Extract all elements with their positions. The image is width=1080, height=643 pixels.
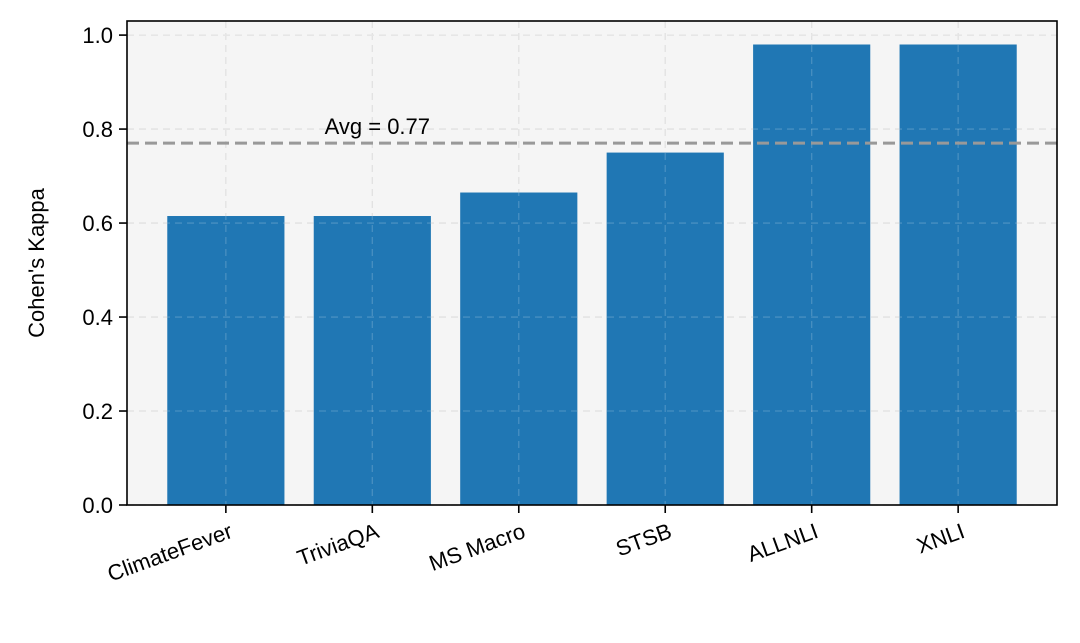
y-tick-label: 0.8 xyxy=(82,117,113,142)
x-tick-label: XNLI xyxy=(913,518,968,558)
bar-allnli xyxy=(753,44,871,505)
y-axis: 0.0 0.2 0.4 0.6 0.8 1.0 xyxy=(82,23,127,518)
x-tick-label: STSB xyxy=(612,518,675,561)
bar-triviaqa xyxy=(313,216,431,505)
bar-xnli xyxy=(899,44,1017,505)
x-tick-label: ClimateFever xyxy=(104,518,235,586)
x-tick-label: TriviaQA xyxy=(294,518,382,571)
y-tick-label: 0.4 xyxy=(82,305,113,330)
y-tick-label: 0.0 xyxy=(82,493,113,518)
x-tick-label: MS Macro xyxy=(426,518,529,576)
y-axis-label: Cohen's Kappa xyxy=(24,187,49,338)
bar-climatefever xyxy=(167,216,285,505)
y-tick-label: 1.0 xyxy=(82,23,113,48)
x-tick-label: ALLNLI xyxy=(744,518,822,567)
bar-ms-macro xyxy=(460,192,578,505)
bar-stsb xyxy=(606,152,724,505)
y-tick-label: 0.6 xyxy=(82,211,113,236)
x-axis: ClimateFever TriviaQA MS Macro STSB ALLNLI XN… xyxy=(104,505,968,586)
average-annotation: Avg = 0.77 xyxy=(325,114,430,139)
plot-frame xyxy=(126,20,1058,506)
bars xyxy=(127,21,1057,506)
reference-line-group: Avg = 0.77 xyxy=(127,114,1057,145)
y-tick-label: 0.2 xyxy=(82,399,113,424)
